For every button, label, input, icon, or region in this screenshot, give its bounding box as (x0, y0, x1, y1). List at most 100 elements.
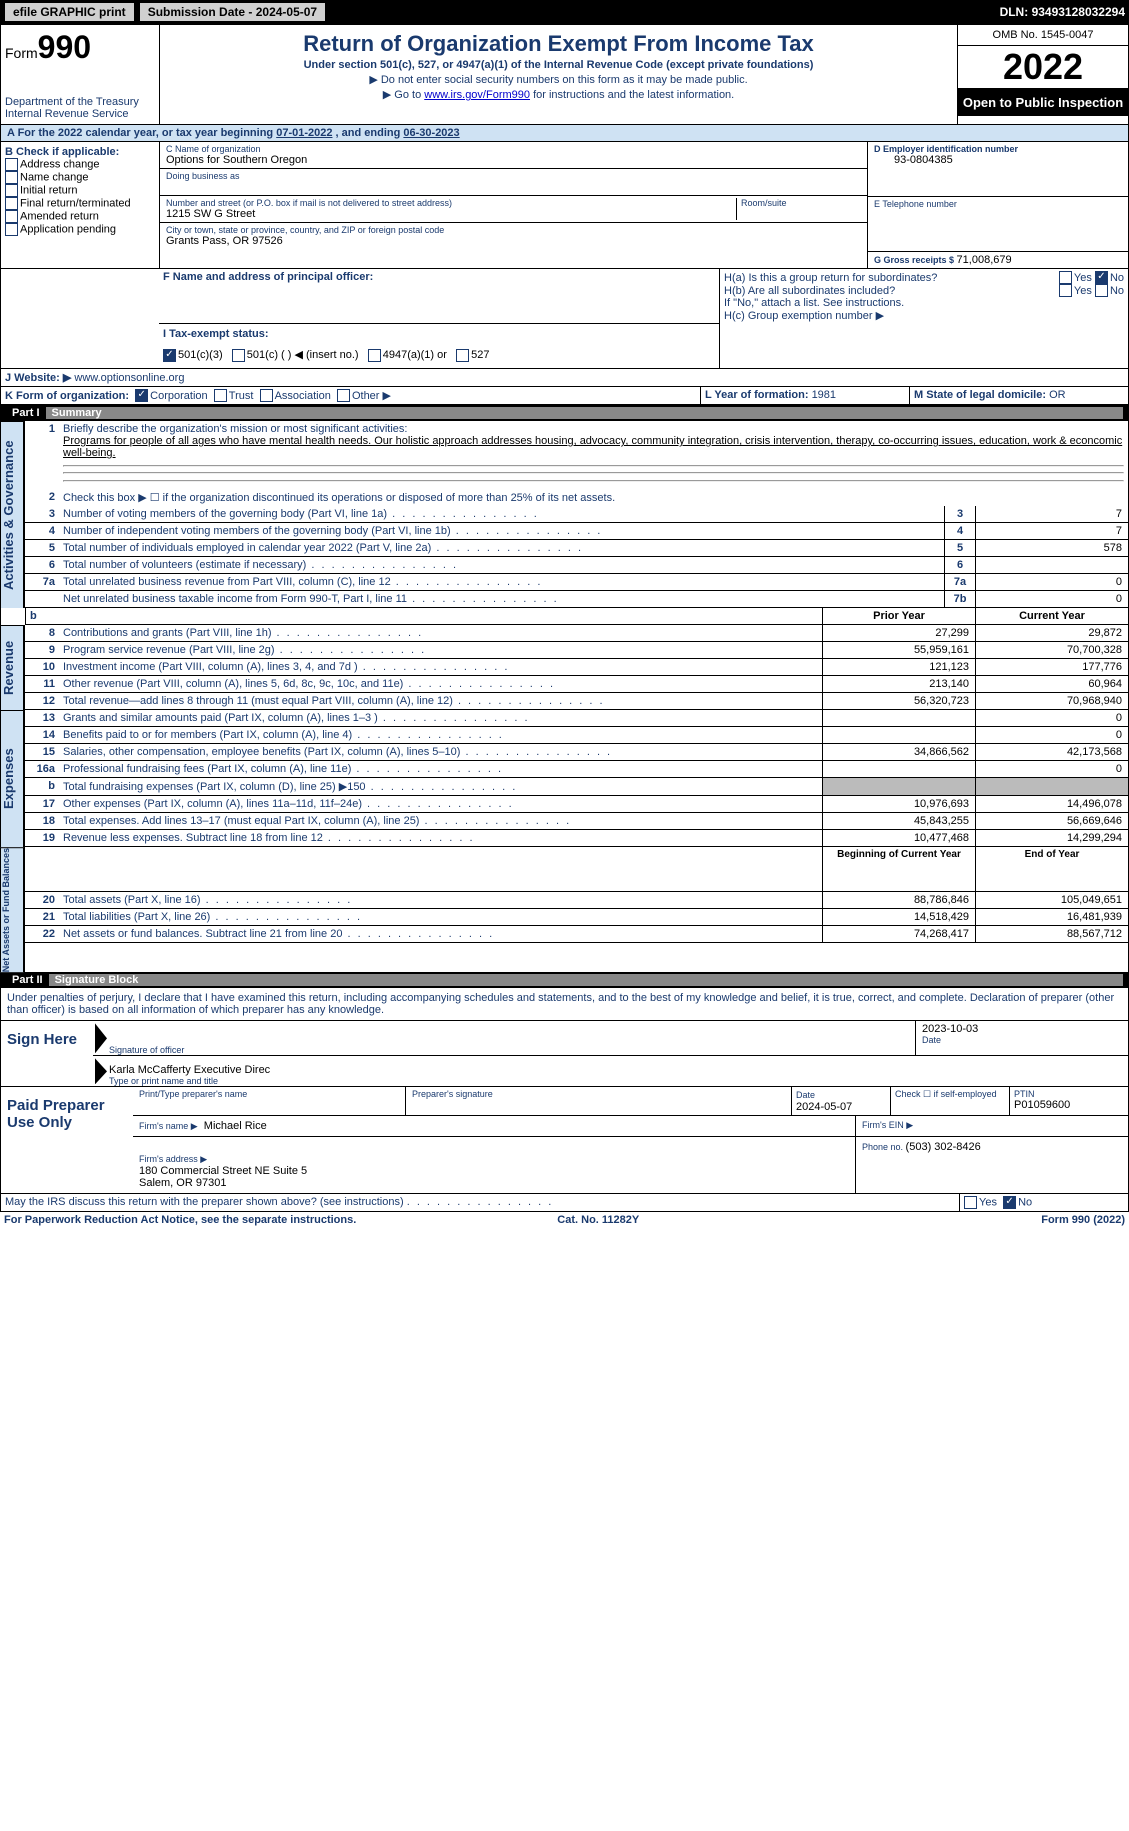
chk-amended[interactable] (5, 210, 18, 223)
col-c: C Name of organization Options for South… (160, 142, 868, 268)
form-title: Return of Organization Exempt From Incom… (164, 31, 953, 57)
summary-row: 16a Professional fundraising fees (Part … (25, 761, 1128, 778)
header-left: Form990 Department of the Treasury Inter… (1, 25, 160, 124)
firm-phone: (503) 302-8426 (906, 1141, 981, 1153)
line-a-taxyear: A For the 2022 calendar year, or tax yea… (0, 125, 1129, 142)
chk-trust[interactable] (214, 389, 227, 402)
summary-row: 6 Total number of volunteers (estimate i… (25, 557, 1128, 574)
year-formation: 1981 (812, 389, 836, 401)
tab-activities-governance: Activities & Governance (0, 421, 24, 608)
chk-name-change[interactable] (5, 171, 18, 184)
open-to-public: Open to Public Inspection (958, 89, 1128, 116)
officer-sign-date: 2023-10-03 (922, 1023, 1122, 1035)
chk-501c3[interactable] (163, 349, 176, 362)
tab-expenses: Expenses (0, 710, 24, 847)
chk-501c[interactable] (232, 349, 245, 362)
section-fh: F Name and address of principal officer:… (0, 269, 1129, 369)
chk-app-pending[interactable] (5, 223, 18, 236)
gross-receipts: 71,008,679 (957, 254, 1012, 266)
summary-row: 20 Total assets (Part X, line 16) 88,786… (25, 892, 1128, 909)
summary-row: 8 Contributions and grants (Part VIII, l… (25, 625, 1128, 642)
col-d: D Employer identification number 93-0804… (868, 142, 1128, 268)
tab-revenue: Revenue (0, 625, 24, 710)
summary-row: 19 Revenue less expenses. Subtract line … (25, 830, 1128, 847)
topbar: efile GRAPHIC print Submission Date - 20… (0, 0, 1129, 24)
chk-ha-yes[interactable] (1059, 271, 1072, 284)
chk-hb-yes[interactable] (1059, 284, 1072, 297)
sign-here-block: Sign Here Signature of officer 2023-10-0… (0, 1021, 1129, 1087)
chk-discuss-yes[interactable] (964, 1196, 977, 1209)
chk-other[interactable] (337, 389, 350, 402)
street-address: 1215 SW G Street (166, 208, 736, 220)
tax-year: 2022 (958, 46, 1128, 89)
summary-row: 13 Grants and similar amounts paid (Part… (25, 710, 1128, 727)
summary-row: 15 Salaries, other compensation, employe… (25, 744, 1128, 761)
summary-row: 7a Total unrelated business revenue from… (25, 574, 1128, 591)
summary-row: 21 Total liabilities (Part X, line 26) 1… (25, 909, 1128, 926)
summary-row: Net unrelated business taxable income fr… (25, 591, 1128, 608)
col-boy: Beginning of Current Year (822, 847, 975, 891)
chk-527[interactable] (456, 349, 469, 362)
preparer-date: 2024-05-07 (796, 1101, 852, 1113)
col-eoy: End of Year (975, 847, 1128, 891)
firm-name: Michael Rice (204, 1120, 267, 1132)
arrow-icon (95, 1023, 107, 1053)
chk-4947[interactable] (368, 349, 381, 362)
chk-initial-return[interactable] (5, 184, 18, 197)
dept-treasury: Department of the Treasury Internal Reve… (5, 96, 155, 120)
line-j: J Website: ▶ www.optionsonline.org (0, 369, 1129, 387)
arrow-icon (95, 1058, 107, 1084)
group-exemption: H(c) Group exemption number ▶ (724, 309, 1124, 322)
officer-typed-name: Karla McCafferty Executive Direc (109, 1064, 1128, 1076)
chk-assoc[interactable] (260, 389, 273, 402)
principal-officer-label: F Name and address of principal officer: (163, 271, 715, 323)
col-b: B Check if applicable: Address change Na… (1, 142, 160, 268)
ptin: P01059600 (1014, 1099, 1124, 1111)
header-mid: Return of Organization Exempt From Incom… (160, 25, 958, 124)
paid-preparer-block: Paid Preparer Use Only Print/Type prepar… (0, 1087, 1129, 1194)
irs-link[interactable]: www.irs.gov/Form990 (424, 89, 530, 101)
part-ii-header: Part II Signature Block (0, 972, 1129, 988)
cat-no: Cat. No. 11282Y (557, 1214, 639, 1226)
firm-address: 180 Commercial Street NE Suite 5 Salem, … (139, 1165, 307, 1189)
summary-row: 12 Total revenue—add lines 8 through 11 … (25, 693, 1128, 710)
submission-date: Submission Date - 2024-05-07 (139, 2, 326, 22)
part-i-header: Part I Summary (0, 405, 1129, 421)
chk-hb-no[interactable] (1095, 284, 1108, 297)
chk-discuss-no[interactable] (1003, 1196, 1016, 1209)
dln: DLN: 93493128032294 (1000, 5, 1125, 19)
col-prior-year: Prior Year (822, 608, 975, 624)
summary-row: 14 Benefits paid to or for members (Part… (25, 727, 1128, 744)
summary-row: 11 Other revenue (Part VIII, column (A),… (25, 676, 1128, 693)
summary-row: 18 Total expenses. Add lines 13–17 (must… (25, 813, 1128, 830)
form-header: Form990 Department of the Treasury Inter… (0, 24, 1129, 125)
efile-print-button[interactable]: efile GRAPHIC print (4, 2, 135, 22)
header-right: OMB No. 1545-0047 2022 Open to Public In… (958, 25, 1128, 124)
col-current-year: Current Year (975, 608, 1128, 624)
chk-corp[interactable] (135, 389, 148, 402)
tab-net-assets: Net Assets or Fund Balances (0, 847, 24, 972)
ein: 93-0804385 (874, 154, 1122, 166)
summary-row: 5 Total number of individuals employed i… (25, 540, 1128, 557)
mission-text: Programs for people of all ages who have… (63, 435, 1122, 459)
summary-row: 4 Number of independent voting members o… (25, 523, 1128, 540)
summary-row: 22 Net assets or fund balances. Subtract… (25, 926, 1128, 943)
omb-number: OMB No. 1545-0047 (958, 25, 1128, 46)
chk-final-return[interactable] (5, 197, 18, 210)
signature-declaration: Under penalties of perjury, I declare th… (0, 988, 1129, 1021)
footer: For Paperwork Reduction Act Notice, see … (0, 1212, 1129, 1228)
chk-ha-no[interactable] (1095, 271, 1108, 284)
summary-row: 17 Other expenses (Part IX, column (A), … (25, 796, 1128, 813)
city-state-zip: Grants Pass, OR 97526 (166, 235, 861, 247)
org-name: Options for Southern Oregon (166, 154, 861, 166)
website: www.optionsonline.org (74, 372, 184, 384)
chk-address-change[interactable] (5, 158, 18, 171)
summary-row: 10 Investment income (Part VIII, column … (25, 659, 1128, 676)
section-bcd: B Check if applicable: Address change Na… (0, 142, 1129, 269)
state-domicile: OR (1049, 389, 1066, 401)
summary-row: 3 Number of voting members of the govern… (25, 506, 1128, 523)
line-klm: K Form of organization: Corporation Trus… (0, 387, 1129, 406)
discuss-row: May the IRS discuss this return with the… (0, 1194, 1129, 1212)
summary-row: b Total fundraising expenses (Part IX, c… (25, 778, 1128, 796)
summary-row: 9 Program service revenue (Part VIII, li… (25, 642, 1128, 659)
